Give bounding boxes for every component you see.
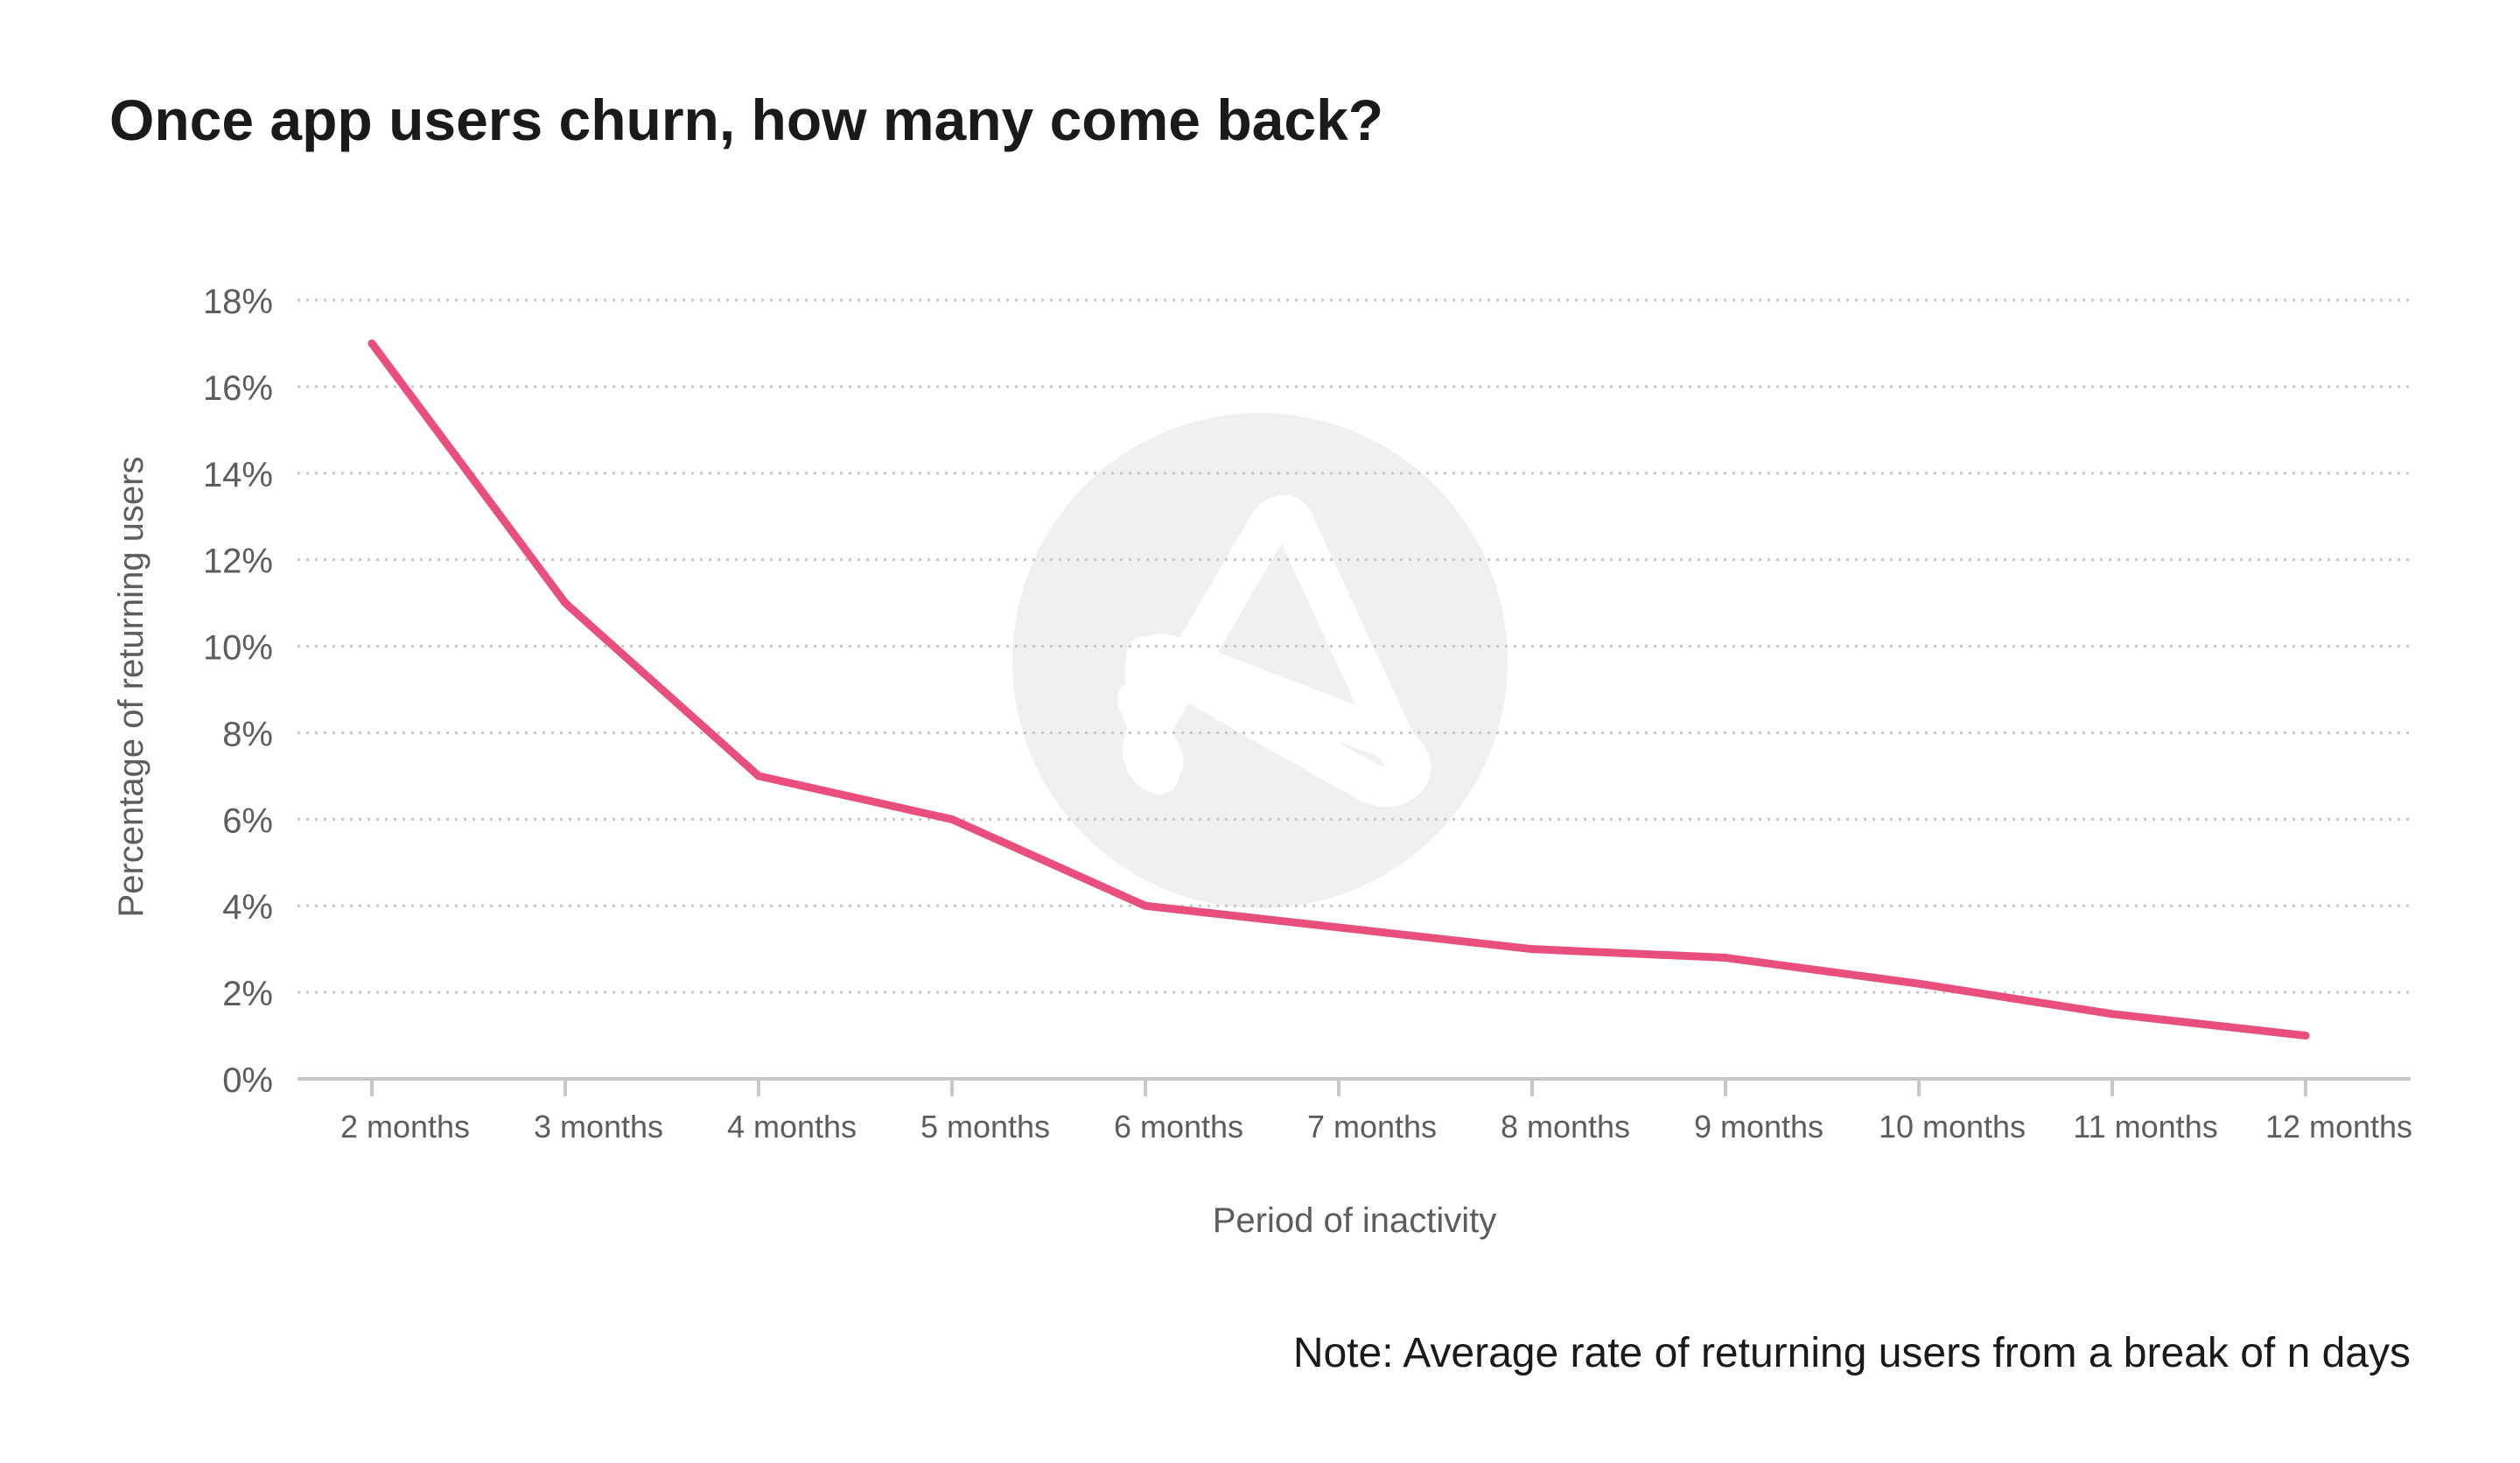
data-point — [368, 339, 376, 347]
x-tick-labels: 2 months 3 months 4 months 5 months 6 months… — [340, 1079, 2412, 1144]
series — [368, 339, 2310, 1040]
watermark-logo-icon — [1012, 413, 1508, 908]
data-point — [1141, 901, 1150, 910]
x-tick-label: 2 months — [340, 1109, 470, 1144]
x-tick-label: 8 months — [1501, 1109, 1630, 1144]
x-axis-label: Period of inactivity — [1213, 1201, 1497, 1240]
y-tick-label: 8% — [222, 715, 273, 753]
data-point — [2301, 1032, 2310, 1040]
y-tick-label: 0% — [222, 1061, 273, 1100]
y-tick-label: 4% — [222, 888, 273, 927]
data-point — [754, 772, 763, 780]
x-tick-label: 12 months — [2265, 1109, 2412, 1144]
x-tick-label: 6 months — [1114, 1109, 1243, 1144]
x-tick-label: 7 months — [1307, 1109, 1437, 1144]
y-tick-label: 16% — [203, 369, 273, 408]
x-tick-label: 9 months — [1694, 1109, 1824, 1144]
y-tick-label: 6% — [222, 802, 273, 840]
chart-title: Once app users churn, how many come back… — [109, 88, 1383, 152]
data-point — [561, 598, 570, 607]
y-tick-label: 14% — [203, 456, 273, 494]
data-point — [1914, 979, 1923, 988]
data-point — [1528, 945, 1536, 954]
x-tick-label: 10 months — [1879, 1109, 2026, 1144]
data-point — [948, 815, 956, 823]
y-tick-label: 10% — [203, 629, 273, 668]
y-tick-labels: 0% 2% 4% 6% 8% 10% 12% 14% 16% 18% — [203, 283, 273, 1100]
y-axis-label: Percentage of returning users — [112, 457, 150, 918]
x-tick-label: 11 months — [2073, 1109, 2217, 1144]
data-point — [1334, 923, 1343, 932]
grid — [298, 298, 2411, 994]
chart-note: Note: Average rate of returning users fr… — [1293, 1330, 2411, 1376]
y-tick-label: 12% — [203, 542, 273, 581]
y-tick-label: 18% — [203, 283, 273, 321]
x-tick-label: 5 months — [920, 1109, 1050, 1144]
data-point — [1721, 954, 1730, 962]
y-tick-label: 2% — [222, 975, 273, 1013]
x-tick-label: 4 months — [727, 1109, 857, 1144]
x-tick-label: 3 months — [534, 1109, 663, 1144]
data-point — [2108, 1010, 2117, 1018]
